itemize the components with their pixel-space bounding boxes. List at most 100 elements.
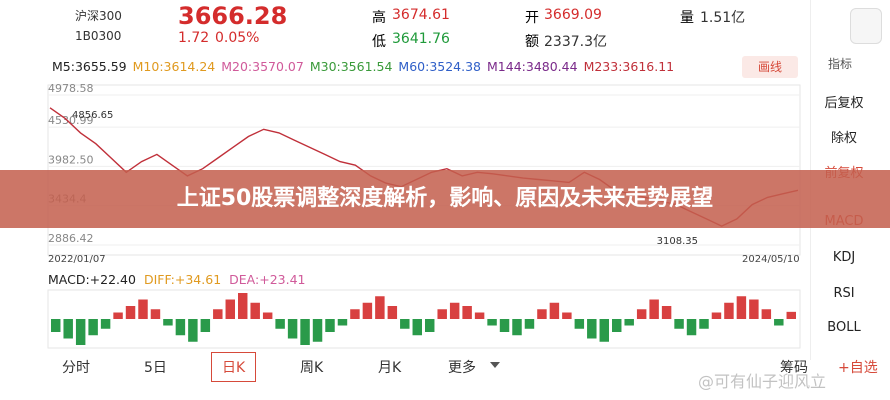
macd-bar xyxy=(250,302,260,319)
macd-bar xyxy=(437,309,447,319)
low-label: 低 xyxy=(372,34,386,50)
macd-bar xyxy=(312,319,323,342)
indicator-button[interactable]: 指标 xyxy=(828,57,853,71)
tab[interactable]: 5日 xyxy=(144,360,167,376)
menu-button[interactable] xyxy=(850,8,882,44)
tab[interactable]: 月K xyxy=(378,360,402,376)
title-banner: 上证50股票调整深度解析，影响、原因及未来走势展望 xyxy=(0,170,890,228)
macd-bar xyxy=(425,319,435,332)
macd-bar xyxy=(213,309,223,319)
macd-bar xyxy=(175,319,186,336)
macd-bar xyxy=(100,319,111,329)
macd-bar xyxy=(113,312,123,319)
macd-legend: MACD:+22.40 DIFF:+34.61 DEA:+23.41 xyxy=(48,272,313,287)
watermark: @可有仙子迎风立 xyxy=(698,372,827,391)
change: 1.72 xyxy=(178,30,210,46)
macd-bar xyxy=(724,302,734,319)
macd-bar xyxy=(325,319,335,332)
low: 3641.76 xyxy=(392,31,450,47)
macd-bar xyxy=(674,319,684,329)
macd-bar xyxy=(337,319,348,326)
sidebar-item[interactable]: 后复权 xyxy=(824,96,864,111)
macd-bar xyxy=(636,309,647,319)
index-name: 沪深300 xyxy=(75,9,122,23)
high: 3674.61 xyxy=(392,7,450,23)
macd-bar xyxy=(150,309,161,319)
macd-bar xyxy=(786,311,796,319)
macd-bar xyxy=(275,319,285,329)
macd-bar xyxy=(200,319,211,332)
macd-bar xyxy=(138,299,148,319)
ma-label: M30:3561.54 xyxy=(309,59,393,74)
macd-bar xyxy=(599,319,609,342)
y-tick-label: 2886.42 xyxy=(48,232,94,245)
macd-bar xyxy=(487,319,497,326)
macd-bar xyxy=(524,319,535,329)
macd-bar xyxy=(699,319,709,329)
ma-label: M20:3570.07 xyxy=(221,59,304,74)
macd-bar xyxy=(711,312,722,319)
draw-button[interactable]: 画线 xyxy=(742,56,798,78)
y-tick-label: 4530.99 xyxy=(48,114,94,127)
macd-bar xyxy=(774,319,784,326)
macd-bar xyxy=(163,319,173,326)
macd-label: DEA:+23.41 xyxy=(229,272,306,287)
ma-label: M233:3616.11 xyxy=(583,59,675,74)
macd-bar xyxy=(462,306,472,319)
macd-bar xyxy=(449,302,460,319)
macd-bar xyxy=(362,302,373,319)
high-label: 高 xyxy=(372,10,386,26)
macd-bar xyxy=(63,319,73,339)
volume: 1.51亿 xyxy=(700,10,746,26)
tab-arrow xyxy=(490,362,500,373)
macd-frame xyxy=(47,289,801,349)
macd-bar xyxy=(474,312,485,319)
macd-bar xyxy=(512,319,522,336)
open: 3669.09 xyxy=(544,7,602,23)
y-tick-label: 3982.50 xyxy=(48,153,94,166)
end-date: 2024/05/10 xyxy=(742,254,800,265)
macd-bar xyxy=(574,319,585,329)
macd-bar xyxy=(75,319,86,345)
start-date: 2022/01/07 xyxy=(48,254,106,265)
macd-label: MACD:+22.40 xyxy=(48,272,136,287)
macd-bar xyxy=(562,312,572,319)
price: 3666.28 xyxy=(178,2,288,30)
macd-bar xyxy=(649,299,659,319)
macd-bar xyxy=(736,296,747,319)
macd-bar xyxy=(400,319,410,329)
tab[interactable]: 分时 xyxy=(62,360,90,376)
macd-bar xyxy=(287,319,298,339)
macd-bar xyxy=(125,306,136,319)
macd-bar xyxy=(387,306,398,319)
macd-bar xyxy=(686,319,697,336)
open-label: 开 xyxy=(525,10,539,26)
ma-legend: M5:3655.59 M10:3614.24 M20:3570.07 M30:3561… xyxy=(52,59,680,74)
macd-bar xyxy=(225,299,235,319)
chips-button[interactable]: 筹码 xyxy=(780,360,808,376)
tab[interactable]: 日K xyxy=(211,352,257,382)
sidebar-item[interactable]: BOLL xyxy=(827,320,861,335)
macd-bar xyxy=(587,319,597,339)
sidebar-item[interactable]: 除权 xyxy=(830,131,857,146)
ma-label: M60:3524.38 xyxy=(398,59,482,74)
macd-bar xyxy=(300,319,310,345)
sidebar-item[interactable]: KDJ xyxy=(832,250,856,265)
tab-bar: 分时 5日 日K 周K 月K 更多 筹码 +自选 xyxy=(0,350,890,400)
amount-label: 额 xyxy=(525,34,539,50)
index-code: 1B0300 xyxy=(75,29,122,43)
macd-bar xyxy=(499,319,510,332)
macd-bar xyxy=(661,306,672,319)
macd-bar xyxy=(612,319,622,332)
macd-bar xyxy=(537,309,547,319)
ma-label: M5:3655.59 xyxy=(52,59,127,74)
volume-label: 量 xyxy=(680,10,694,26)
macd-bar xyxy=(188,319,198,342)
add-watchlist[interactable]: +自选 xyxy=(838,360,878,376)
macd-bar xyxy=(88,319,98,336)
tab[interactable]: 周K xyxy=(300,360,324,376)
sidebar-item[interactable]: RSI xyxy=(833,286,855,301)
tab[interactable]: 更多 xyxy=(448,360,476,376)
macd-bar xyxy=(549,302,560,319)
